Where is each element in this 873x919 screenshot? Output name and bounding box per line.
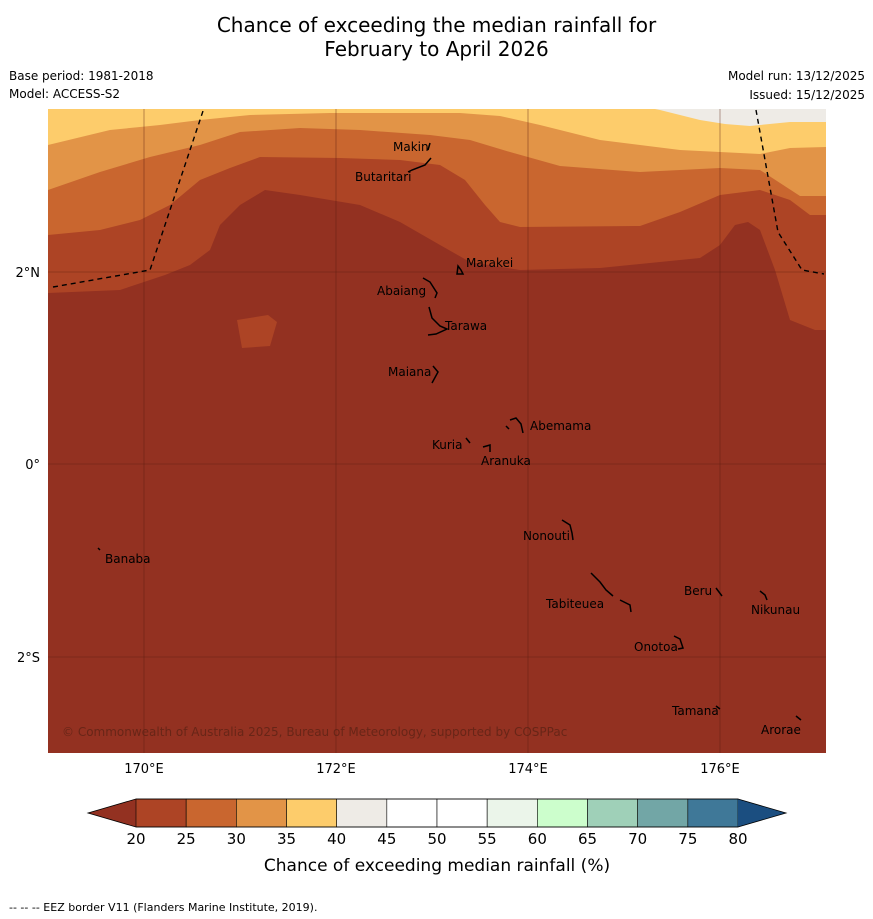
island-onotoa [673, 635, 684, 650]
model-run-date: Model run: 13/12/2025 [727, 69, 865, 83]
island-banaba [97, 547, 101, 551]
label-beru: Beru [684, 584, 712, 598]
label-makin: Makin [393, 140, 429, 154]
copyright-notice: © Commonwealth of Australia 2025, Bureau… [62, 725, 567, 739]
label-banaba: Banaba [105, 552, 151, 566]
lon-label-172E: 172°E [316, 762, 356, 777]
eez-border-east [755, 109, 825, 275]
colorbar-outline [86, 798, 788, 828]
colorbar-cell-50-55 [436, 798, 488, 828]
lat-label-2S: 2°S [17, 651, 40, 666]
island-kuria-aranuka [465, 437, 491, 452]
lat-label-2N: 2°N [16, 266, 41, 281]
eez-footnote: -- -- -- EEZ border V11 (Flanders Marine… [9, 901, 318, 914]
label-onotoa: Onotoa [634, 640, 678, 654]
island-tamana-arorae [715, 705, 802, 721]
lon-label-170E: 170°E [124, 762, 164, 777]
colorbar-cell-45-50 [386, 798, 438, 828]
island-marakei [456, 264, 465, 275]
label-abemama: Abemama [530, 419, 591, 433]
island-tabiteuea [590, 572, 632, 613]
axis-labels: 2°N 0° 2°S 170°E 172°E 174°E 176°E [16, 266, 740, 777]
colorbar-tick-70: 70 [628, 830, 647, 848]
label-arorae: Arorae [761, 723, 801, 737]
label-maiana: Maiana [388, 365, 431, 379]
lon-label-176E: 176°E [700, 762, 740, 777]
label-butaritari: Butaritari [355, 170, 412, 184]
colorbar-tick-20: 20 [126, 830, 145, 848]
colorbar-tick-30: 30 [227, 830, 246, 848]
island-abemama [505, 417, 524, 434]
colorbar-cell-75-80 [687, 798, 739, 828]
map-title-line-1: Chance of exceeding the median rainfall … [216, 13, 657, 37]
island-beru-nikunau [715, 587, 768, 601]
base-period: Base period: 1981-2018 [9, 69, 154, 83]
colorbar-tick-65: 65 [578, 830, 597, 848]
colorbar-tick-40: 40 [327, 830, 346, 848]
eez-border [52, 109, 825, 288]
issued-date: Issued: 15/12/2025 [749, 88, 865, 102]
colorbar-tick-35: 35 [277, 830, 296, 848]
band-20-25-patch [237, 315, 277, 348]
colorbar-cell-65-70 [587, 798, 638, 828]
lon-label-174E: 174°E [508, 762, 548, 777]
map-title-line-2: February to April 2026 [324, 37, 549, 61]
colorbar-cell-55-60 [486, 798, 538, 828]
label-tamana: Tamana [671, 704, 719, 718]
label-aranuka: Aranuka [481, 454, 531, 468]
rainfall-probability-map: Makin Butaritari Marakei Abaiang Tarawa … [48, 109, 826, 753]
colorbar-tick-25: 25 [177, 830, 196, 848]
colorbar-tick-55: 55 [478, 830, 497, 848]
island-tarawa [427, 306, 449, 336]
graticule [48, 109, 826, 753]
island-makin-butaritari [407, 142, 432, 173]
label-tabiteuea: Tabiteuea [545, 597, 604, 611]
label-kuria: Kuria [432, 438, 463, 452]
colorbar-tick-75: 75 [678, 830, 697, 848]
label-nonouti: Nonouti [523, 529, 570, 543]
islands [97, 142, 802, 721]
colorbar-label: Chance of exceeding median rainfall (%) [264, 856, 610, 876]
colorbar-tick-80: 80 [728, 830, 747, 848]
colorbar: 20 25 30 35 40 45 50 55 60 65 70 75 80 Chance of exc… [86, 798, 788, 876]
label-nikunau: Nikunau [751, 603, 800, 617]
colorbar-low-arrow [88, 799, 136, 827]
island-nonouti [561, 519, 574, 541]
model-name: Model: ACCESS-S2 [9, 87, 121, 101]
band-40-45 [655, 109, 826, 126]
island-abaiang [422, 277, 438, 299]
label-marakei: Marakei [466, 256, 513, 270]
place-labels: Makin Butaritari Marakei Abaiang Tarawa … [105, 140, 801, 737]
colorbar-cell-30-35 [236, 798, 287, 828]
label-abaiang: Abaiang [377, 284, 426, 298]
lat-label-0: 0° [25, 458, 40, 473]
label-tarawa: Tarawa [444, 319, 487, 333]
colorbar-tick-45: 45 [377, 830, 396, 848]
colorbar-high-arrow [738, 799, 786, 827]
colorbar-cell-20-25 [135, 798, 187, 828]
colorbar-tick-60: 60 [528, 830, 547, 848]
colorbar-cell-70-75 [637, 798, 689, 828]
colorbar-cell-25-30 [185, 798, 237, 828]
colorbar-cell-35-40 [286, 798, 337, 828]
colorbar-cell-40-45 [336, 798, 388, 828]
colorbar-cell-60-65 [537, 798, 588, 828]
band-35-40 [48, 109, 826, 154]
island-maiana [431, 365, 439, 384]
colorbar-tick-50: 50 [427, 830, 446, 848]
